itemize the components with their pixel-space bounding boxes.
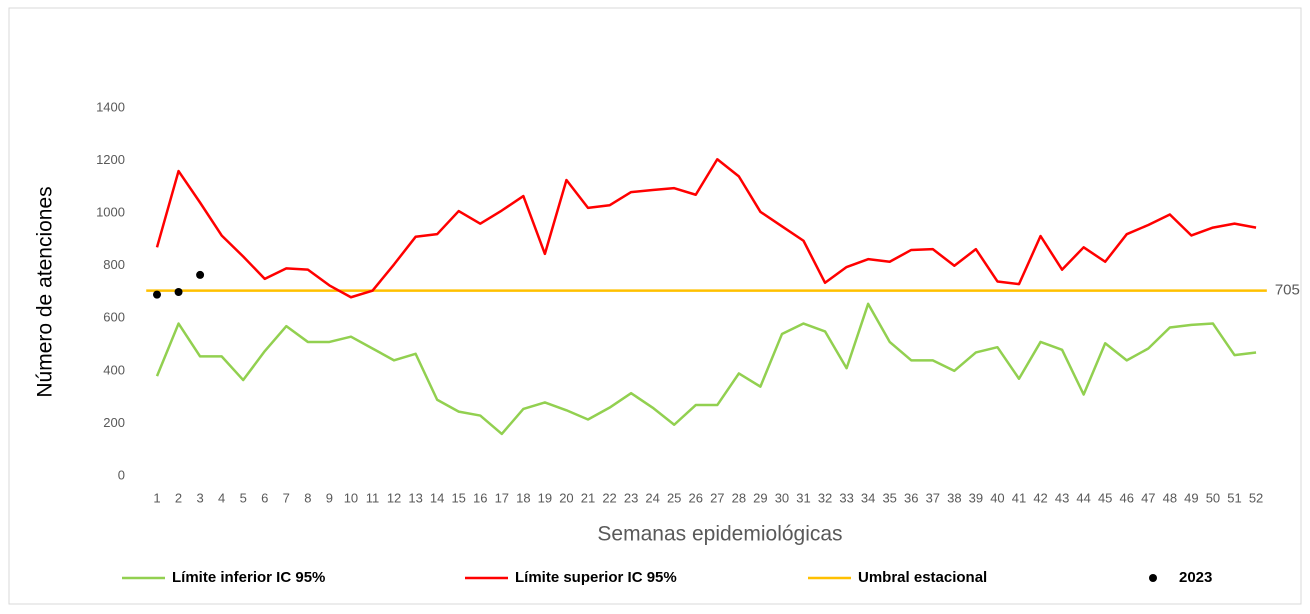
- x-tick-label: 33: [839, 490, 853, 505]
- x-tick-label: 8: [304, 490, 311, 505]
- y-tick-label: 1200: [96, 152, 125, 167]
- x-tick-label: 14: [430, 490, 444, 505]
- x-tick-label: 17: [495, 490, 509, 505]
- legend-label: 2023: [1179, 569, 1212, 586]
- series-line: [155, 158, 1257, 299]
- x-tick-label: 26: [689, 490, 703, 505]
- x-tick-label: 51: [1227, 490, 1241, 505]
- threshold-label: 705: [1275, 282, 1300, 299]
- legend-label: Límite inferior IC 95%: [172, 569, 325, 586]
- x-tick-label: 6: [261, 490, 268, 505]
- y-tick-label: 400: [103, 362, 125, 377]
- x-tick-label: 45: [1098, 490, 1112, 505]
- y-tick-label: 800: [103, 257, 125, 272]
- x-tick-label: 34: [861, 490, 875, 505]
- x-tick-label: 49: [1184, 490, 1198, 505]
- y-axis-title: Número de atenciones: [34, 186, 57, 397]
- x-tick-label: 37: [926, 490, 940, 505]
- x-tick-label: 31: [796, 490, 810, 505]
- x-tick-label: 18: [516, 490, 530, 505]
- x-tick-label: 2: [175, 490, 182, 505]
- x-tick-label: 1: [153, 490, 160, 505]
- legend-label: Umbral estacional: [858, 569, 987, 586]
- x-tick-label: 50: [1206, 490, 1220, 505]
- x-tick-label: 13: [408, 490, 422, 505]
- data-point: [174, 288, 183, 296]
- x-tick-label: 41: [1012, 490, 1026, 505]
- x-tick-label: 46: [1120, 490, 1134, 505]
- x-tick-label: 48: [1163, 490, 1177, 505]
- x-tick-label: 4: [218, 490, 225, 505]
- x-tick-label: 52: [1249, 490, 1263, 505]
- x-tick-label: 15: [451, 490, 465, 505]
- y-tick-label: 0: [118, 467, 125, 482]
- x-tick-label: 42: [1033, 490, 1047, 505]
- y-tick-label: 200: [103, 415, 125, 430]
- x-tick-label: 10: [344, 490, 358, 505]
- x-tick-label: 30: [775, 490, 789, 505]
- x-tick-label: 29: [753, 490, 767, 505]
- x-tick-label: 36: [904, 490, 918, 505]
- legend-label: Límite superior IC 95%: [515, 569, 677, 586]
- x-tick-label: 7: [283, 490, 290, 505]
- y-tick-label: 600: [103, 310, 125, 325]
- x-tick-label: 24: [645, 490, 659, 505]
- x-tick-label: 40: [990, 490, 1004, 505]
- x-tick-label: 39: [969, 490, 983, 505]
- x-tick-label: 19: [538, 490, 552, 505]
- series-line: [155, 302, 1257, 436]
- x-tick-label: 25: [667, 490, 681, 505]
- legend-marker: [1149, 574, 1157, 582]
- x-tick-label: 16: [473, 490, 487, 505]
- data-point: [196, 270, 205, 279]
- x-axis-title: Semanas epidemiológicas: [597, 523, 842, 546]
- x-tick-label: 11: [366, 490, 380, 505]
- x-tick-label: 3: [196, 490, 203, 505]
- x-tick-label: 27: [710, 490, 724, 505]
- x-tick-label: 43: [1055, 490, 1069, 505]
- x-tick-label: 47: [1141, 490, 1155, 505]
- x-tick-label: 38: [947, 490, 961, 505]
- x-tick-label: 12: [387, 490, 401, 505]
- x-tick-label: 35: [882, 490, 896, 505]
- x-tick-label: 21: [581, 490, 595, 505]
- x-tick-label: 5: [240, 490, 247, 505]
- x-tick-label: 28: [732, 490, 746, 505]
- data-point: [153, 290, 161, 299]
- x-tick-label: 22: [602, 490, 616, 505]
- chart-border: [8, 7, 1302, 605]
- x-tick-label: 23: [624, 490, 638, 505]
- y-tick-label: 1000: [96, 205, 125, 220]
- y-tick-label: 1400: [96, 99, 125, 114]
- x-tick-label: 9: [326, 490, 333, 505]
- x-tick-label: 44: [1076, 490, 1090, 505]
- x-tick-label: 32: [818, 490, 832, 505]
- x-tick-label: 20: [559, 490, 573, 505]
